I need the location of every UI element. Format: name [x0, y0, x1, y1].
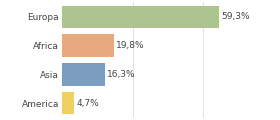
- Text: 4,7%: 4,7%: [76, 99, 99, 108]
- Bar: [62, 6, 219, 28]
- Bar: [62, 63, 105, 86]
- Bar: [62, 34, 114, 57]
- Text: 16,3%: 16,3%: [107, 70, 136, 79]
- Bar: [62, 92, 74, 114]
- Text: 19,8%: 19,8%: [116, 41, 145, 50]
- Text: 59,3%: 59,3%: [221, 12, 250, 21]
